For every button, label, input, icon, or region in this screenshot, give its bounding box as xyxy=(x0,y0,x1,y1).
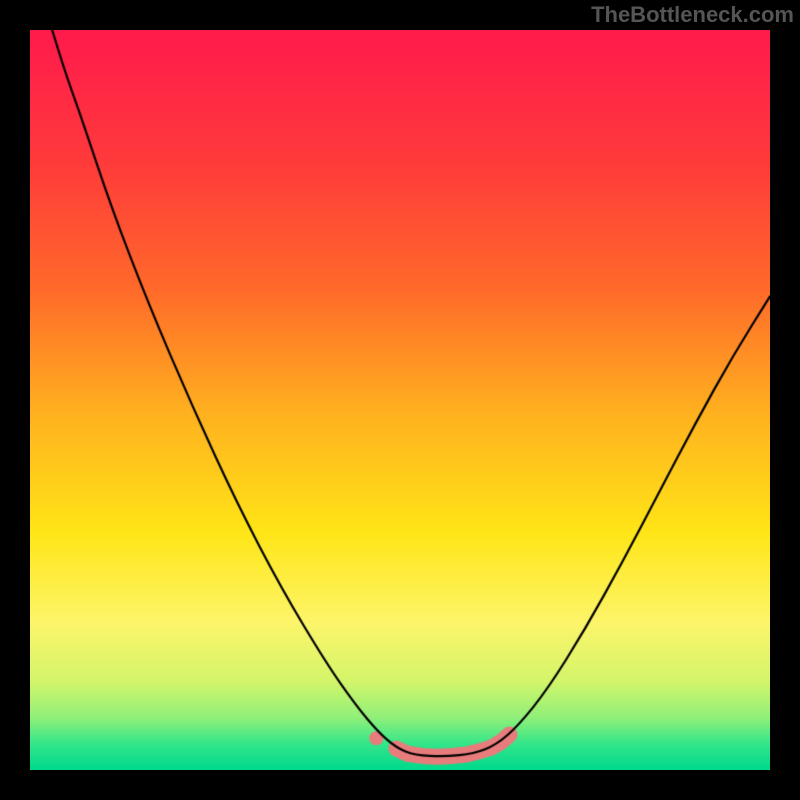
watermark-text: TheBottleneck.com xyxy=(591,2,794,28)
plot-area xyxy=(30,30,770,770)
chart-frame: TheBottleneck.com xyxy=(0,0,800,800)
plot-canvas xyxy=(30,30,770,770)
